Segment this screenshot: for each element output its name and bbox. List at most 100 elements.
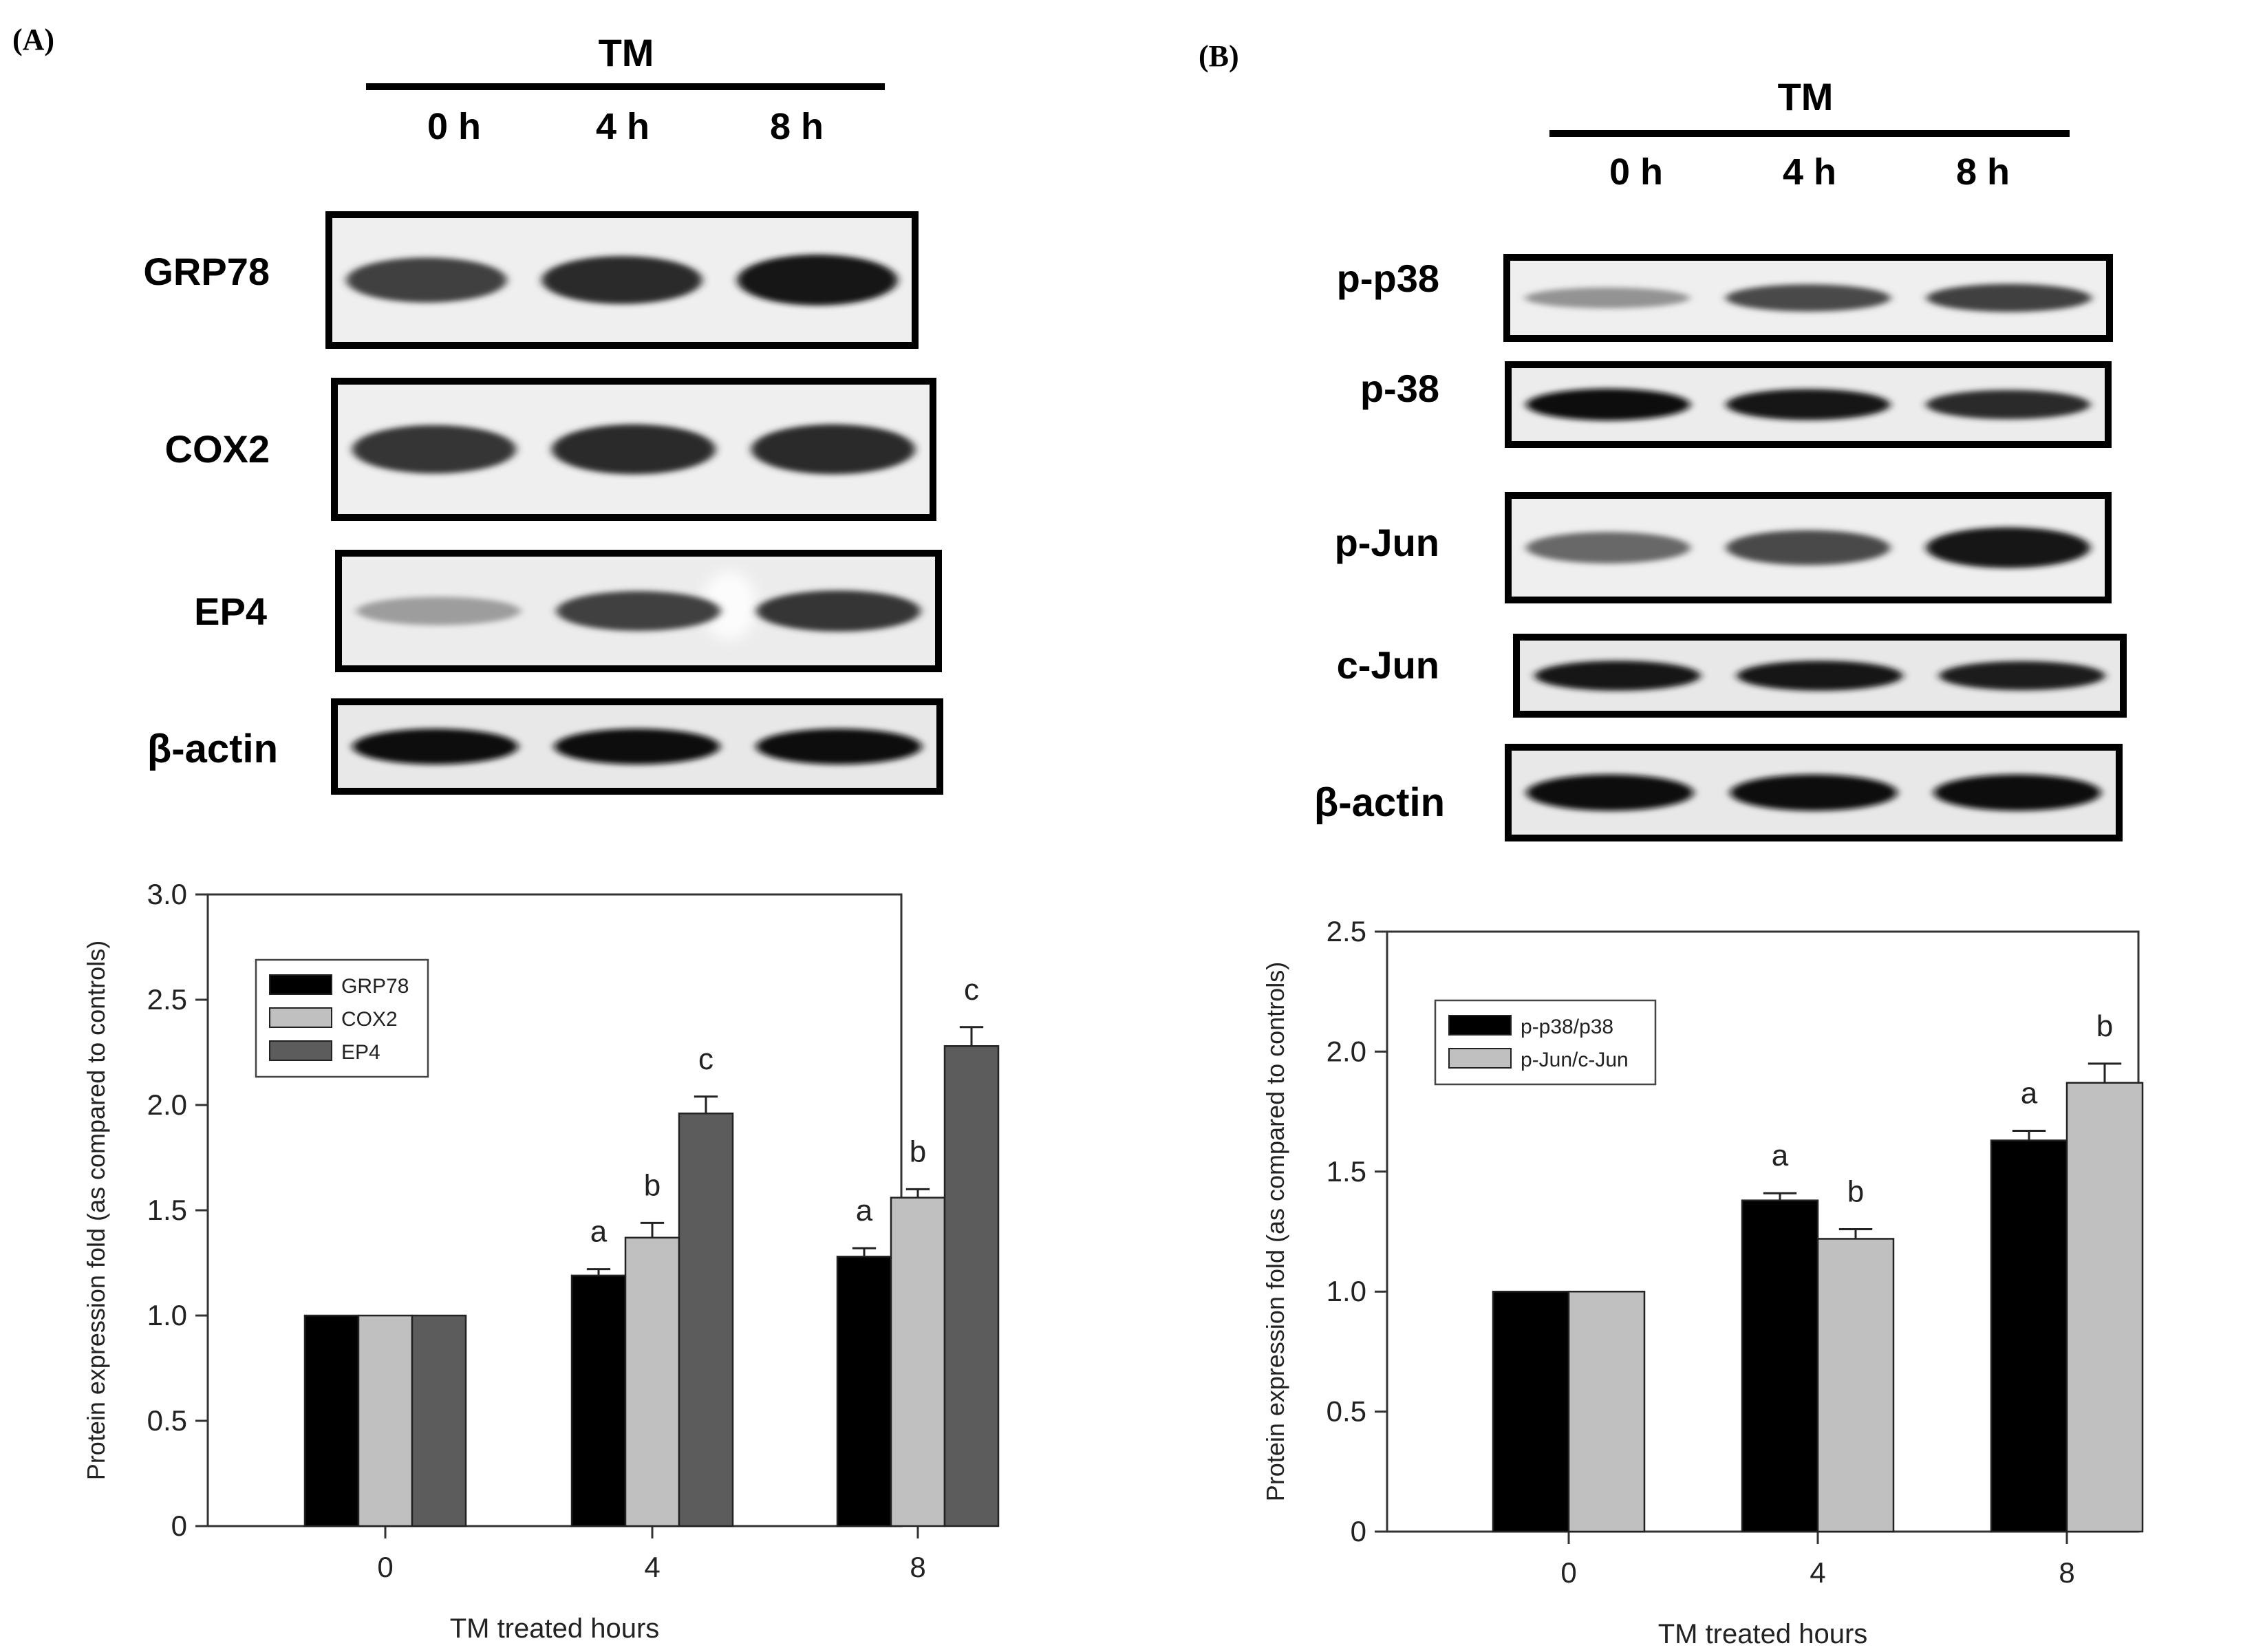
legend-swatch [269, 1007, 332, 1028]
western-blot-p-p38: p-p38 [1337, 254, 2113, 342]
bar-cox2 [624, 1236, 680, 1527]
legend-label: GRP78 [341, 975, 409, 998]
blot-band [751, 424, 915, 475]
x-axis-title: TM treated hours [450, 1613, 660, 1644]
blot-band [1526, 774, 1694, 811]
bar-grp78 [836, 1256, 892, 1527]
blot-band [1726, 389, 1891, 420]
significance-letter: c [964, 973, 979, 1007]
bar-p-p38-p38 [1741, 1199, 1819, 1533]
x-tick-label: 0 [1560, 1556, 1576, 1589]
blot-band [1526, 532, 1691, 564]
blot-label: GRP78 [143, 250, 270, 293]
panel-a: (A) TM 0 h 4 h 8 h GRP78 COX2 EP4 [12, 23, 1000, 1644]
legend-label: EP4 [341, 1041, 380, 1064]
blot-band [1737, 661, 1903, 691]
legend-box [1434, 999, 1657, 1086]
x-tick-label: 8 [2059, 1556, 2074, 1589]
blot-label: β-actin [1314, 780, 1445, 825]
legend-label: COX2 [341, 1008, 398, 1031]
western-blot-grp78: GRP78 [143, 211, 919, 349]
y-tick-label: 2.5 [1327, 915, 1366, 947]
lane-label: 4 h [1783, 151, 1836, 193]
blot-band [1927, 283, 2092, 312]
y-tick-label: 2.0 [1327, 1035, 1366, 1067]
y-tick-label: 1.5 [1327, 1155, 1366, 1188]
y-axis-title: Protein expression fold (as compared to … [82, 941, 110, 1480]
blot-label: COX2 [165, 427, 270, 471]
bar-p-jun-c-jun [2065, 1082, 2144, 1533]
y-tick-label: 2.0 [147, 1088, 187, 1121]
panel-a-label: (A) [12, 23, 54, 56]
x-tick-label: 4 [644, 1551, 660, 1583]
blot-band [554, 729, 720, 764]
bar-chart-a: 0 0.5 1.0 1.5 2.0 2.5 3.0 0 4 8 a a b b c c TM treated h… [82, 878, 1000, 1644]
blot-band [552, 424, 716, 475]
western-blot-beta-actin: β-actin [147, 698, 943, 795]
blot-smudge [702, 571, 757, 640]
y-tick-label: 2.5 [147, 983, 187, 1016]
x-axis-title: TM treated hours [1658, 1619, 1868, 1649]
lane-label: 8 h [770, 106, 824, 147]
blot-label: c-Jun [1337, 643, 1439, 687]
x-tick-label: 0 [377, 1551, 393, 1583]
bar-chart-b: 0 0.5 1.0 1.5 2.0 2.5 0 4 8 a a b b TM treated hours P… [1261, 915, 2144, 1649]
y-tick-label: 0.5 [147, 1404, 187, 1437]
legend-label: p-p38/p38 [1521, 1016, 1613, 1038]
treatment-label: TM [599, 31, 654, 74]
blot-band [1534, 661, 1701, 691]
blot-label: EP4 [194, 590, 267, 633]
treatment-label: TM [1778, 75, 1834, 118]
panel-b-blot-header: TM 0 h 4 h 8 h [1549, 75, 2070, 193]
blot-band [346, 257, 507, 303]
blot-band [1926, 527, 2090, 568]
legend-swatch [1448, 1048, 1512, 1069]
significance-letter: b [1847, 1175, 1864, 1209]
western-blot-p-jun: p-Jun [1335, 492, 2112, 603]
significance-letter: b [910, 1135, 926, 1168]
significance-letter: a [590, 1215, 608, 1249]
y-tick-label: 1.0 [1327, 1275, 1366, 1307]
significance-letter: c [698, 1042, 713, 1076]
western-blot-ep4: EP4 [194, 550, 942, 672]
legend-swatch [269, 1040, 332, 1061]
significance-letter: b [2096, 1009, 2113, 1043]
y-tick-label: 1.0 [147, 1299, 187, 1331]
blot-band [541, 256, 702, 304]
bar-p-jun-c-jun [1816, 1238, 1895, 1533]
bar-cox2 [357, 1314, 414, 1527]
bar-p-p38-p38 [1492, 1290, 1570, 1533]
bar-p-jun-c-jun [1567, 1290, 1646, 1533]
lane-label: 0 h [1609, 151, 1663, 193]
significance-letter: b [644, 1168, 661, 1202]
bar-ep4 [678, 1112, 734, 1527]
blot-band [737, 255, 898, 305]
panel-a-blot-header: TM 0 h 4 h 8 h [366, 31, 885, 147]
bar-p-p38-p38 [1990, 1139, 2068, 1533]
lane-label: 0 h [427, 106, 481, 147]
western-blot-cox2: COX2 [165, 378, 936, 521]
x-tick-label: 4 [1810, 1556, 1825, 1589]
blot-label: p-p38 [1337, 257, 1439, 300]
blot-band [756, 729, 922, 764]
bar-grp78 [303, 1314, 360, 1527]
y-tick-label: 0 [1351, 1515, 1366, 1547]
blot-label: p-38 [1360, 367, 1439, 410]
western-blot-c-jun: c-Jun [1337, 634, 2127, 718]
western-blot-p-38: p-38 [1360, 361, 2112, 448]
significance-letter: a [856, 1194, 873, 1227]
y-tick-label: 3.0 [147, 878, 187, 910]
panel-b-label: (B) [1199, 39, 1239, 73]
blot-band [352, 425, 516, 474]
panel-b: (B) TM 0 h 4 h 8 h p-p38 p-38 p-Jun [1199, 39, 2144, 1649]
bar-ep4 [943, 1045, 1000, 1527]
blot-band [1726, 530, 1891, 566]
significance-letter: a [2021, 1077, 2038, 1111]
bar-ep4 [411, 1314, 467, 1527]
legend-label: p-Jun/c-Jun [1521, 1049, 1629, 1071]
western-blot-beta-actin: β-actin [1314, 744, 2123, 841]
legend-swatch [269, 974, 332, 995]
blot-band [756, 590, 921, 632]
blot-label: β-actin [147, 727, 278, 771]
